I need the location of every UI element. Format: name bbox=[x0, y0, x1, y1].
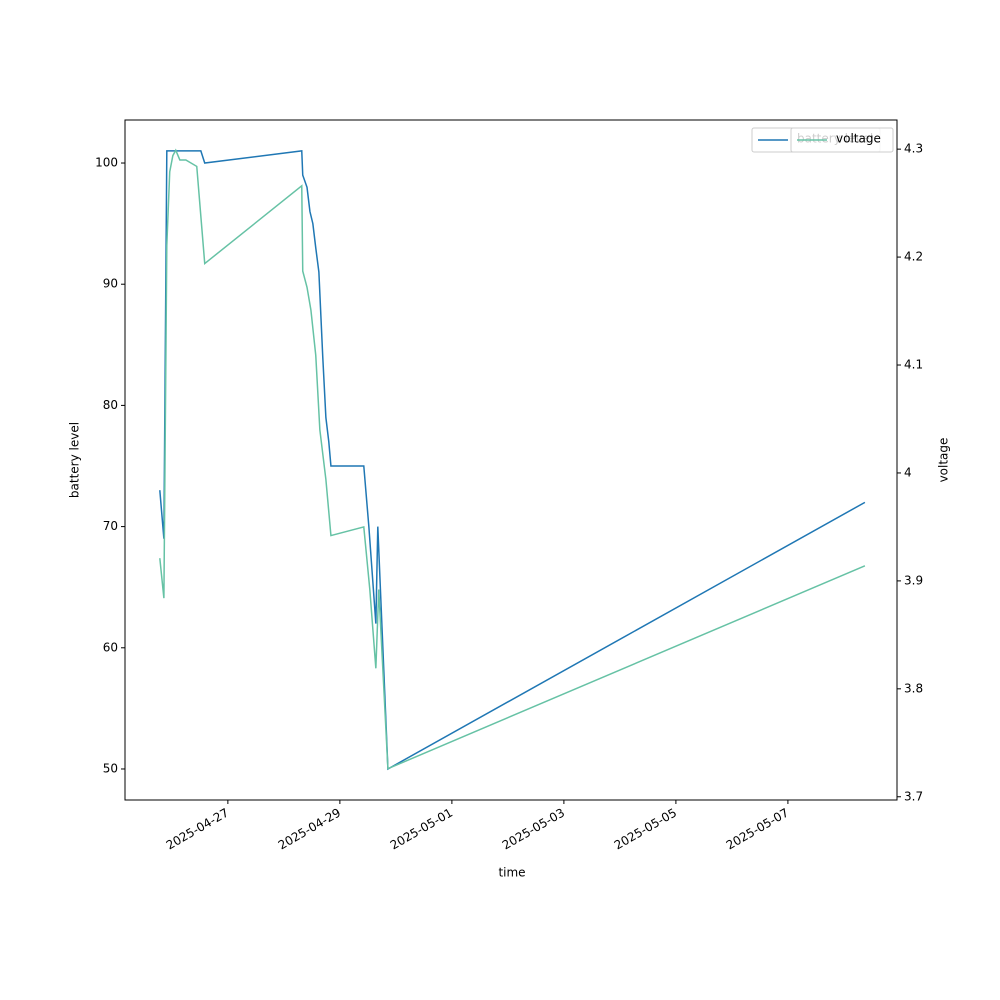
x-tick-label: 2025-04-29 bbox=[276, 806, 343, 853]
legend-box bbox=[790, 127, 894, 153]
y2-tick-label: 4 bbox=[904, 465, 912, 479]
x-tick-label: 2025-05-05 bbox=[612, 806, 679, 853]
y2-tick-label: 3.8 bbox=[904, 681, 923, 695]
y2-axis-label: voltage bbox=[937, 438, 951, 483]
x-tick-label: 2025-05-01 bbox=[388, 806, 455, 853]
y2-tick-label: 3.9 bbox=[904, 573, 923, 587]
y2-tick-label: 4.1 bbox=[904, 358, 923, 372]
y-tick-label: 100 bbox=[95, 156, 118, 170]
y-tick-label: 80 bbox=[103, 398, 118, 412]
y2-tick-label: 3.7 bbox=[904, 789, 923, 803]
plot-frame bbox=[124, 119, 898, 801]
y-tick-label: 90 bbox=[103, 277, 118, 291]
x-axis-label: time bbox=[498, 866, 525, 880]
y2-tick-label: 4.2 bbox=[904, 250, 923, 264]
y-tick-label: 50 bbox=[103, 761, 118, 775]
y2-tick-label: 4.3 bbox=[904, 142, 923, 156]
y-tick-label: 60 bbox=[103, 640, 118, 654]
legend-label: voltage bbox=[836, 132, 881, 146]
y-tick-label: 70 bbox=[103, 519, 118, 533]
x-tick-label: 2025-05-03 bbox=[500, 806, 567, 853]
x-tick-label: 2025-05-07 bbox=[724, 806, 791, 853]
data-line bbox=[159, 148, 866, 770]
x-tick-label: 2025-04-27 bbox=[164, 806, 231, 853]
y-axis-label: battery level bbox=[68, 422, 82, 498]
data-line bbox=[159, 150, 866, 771]
